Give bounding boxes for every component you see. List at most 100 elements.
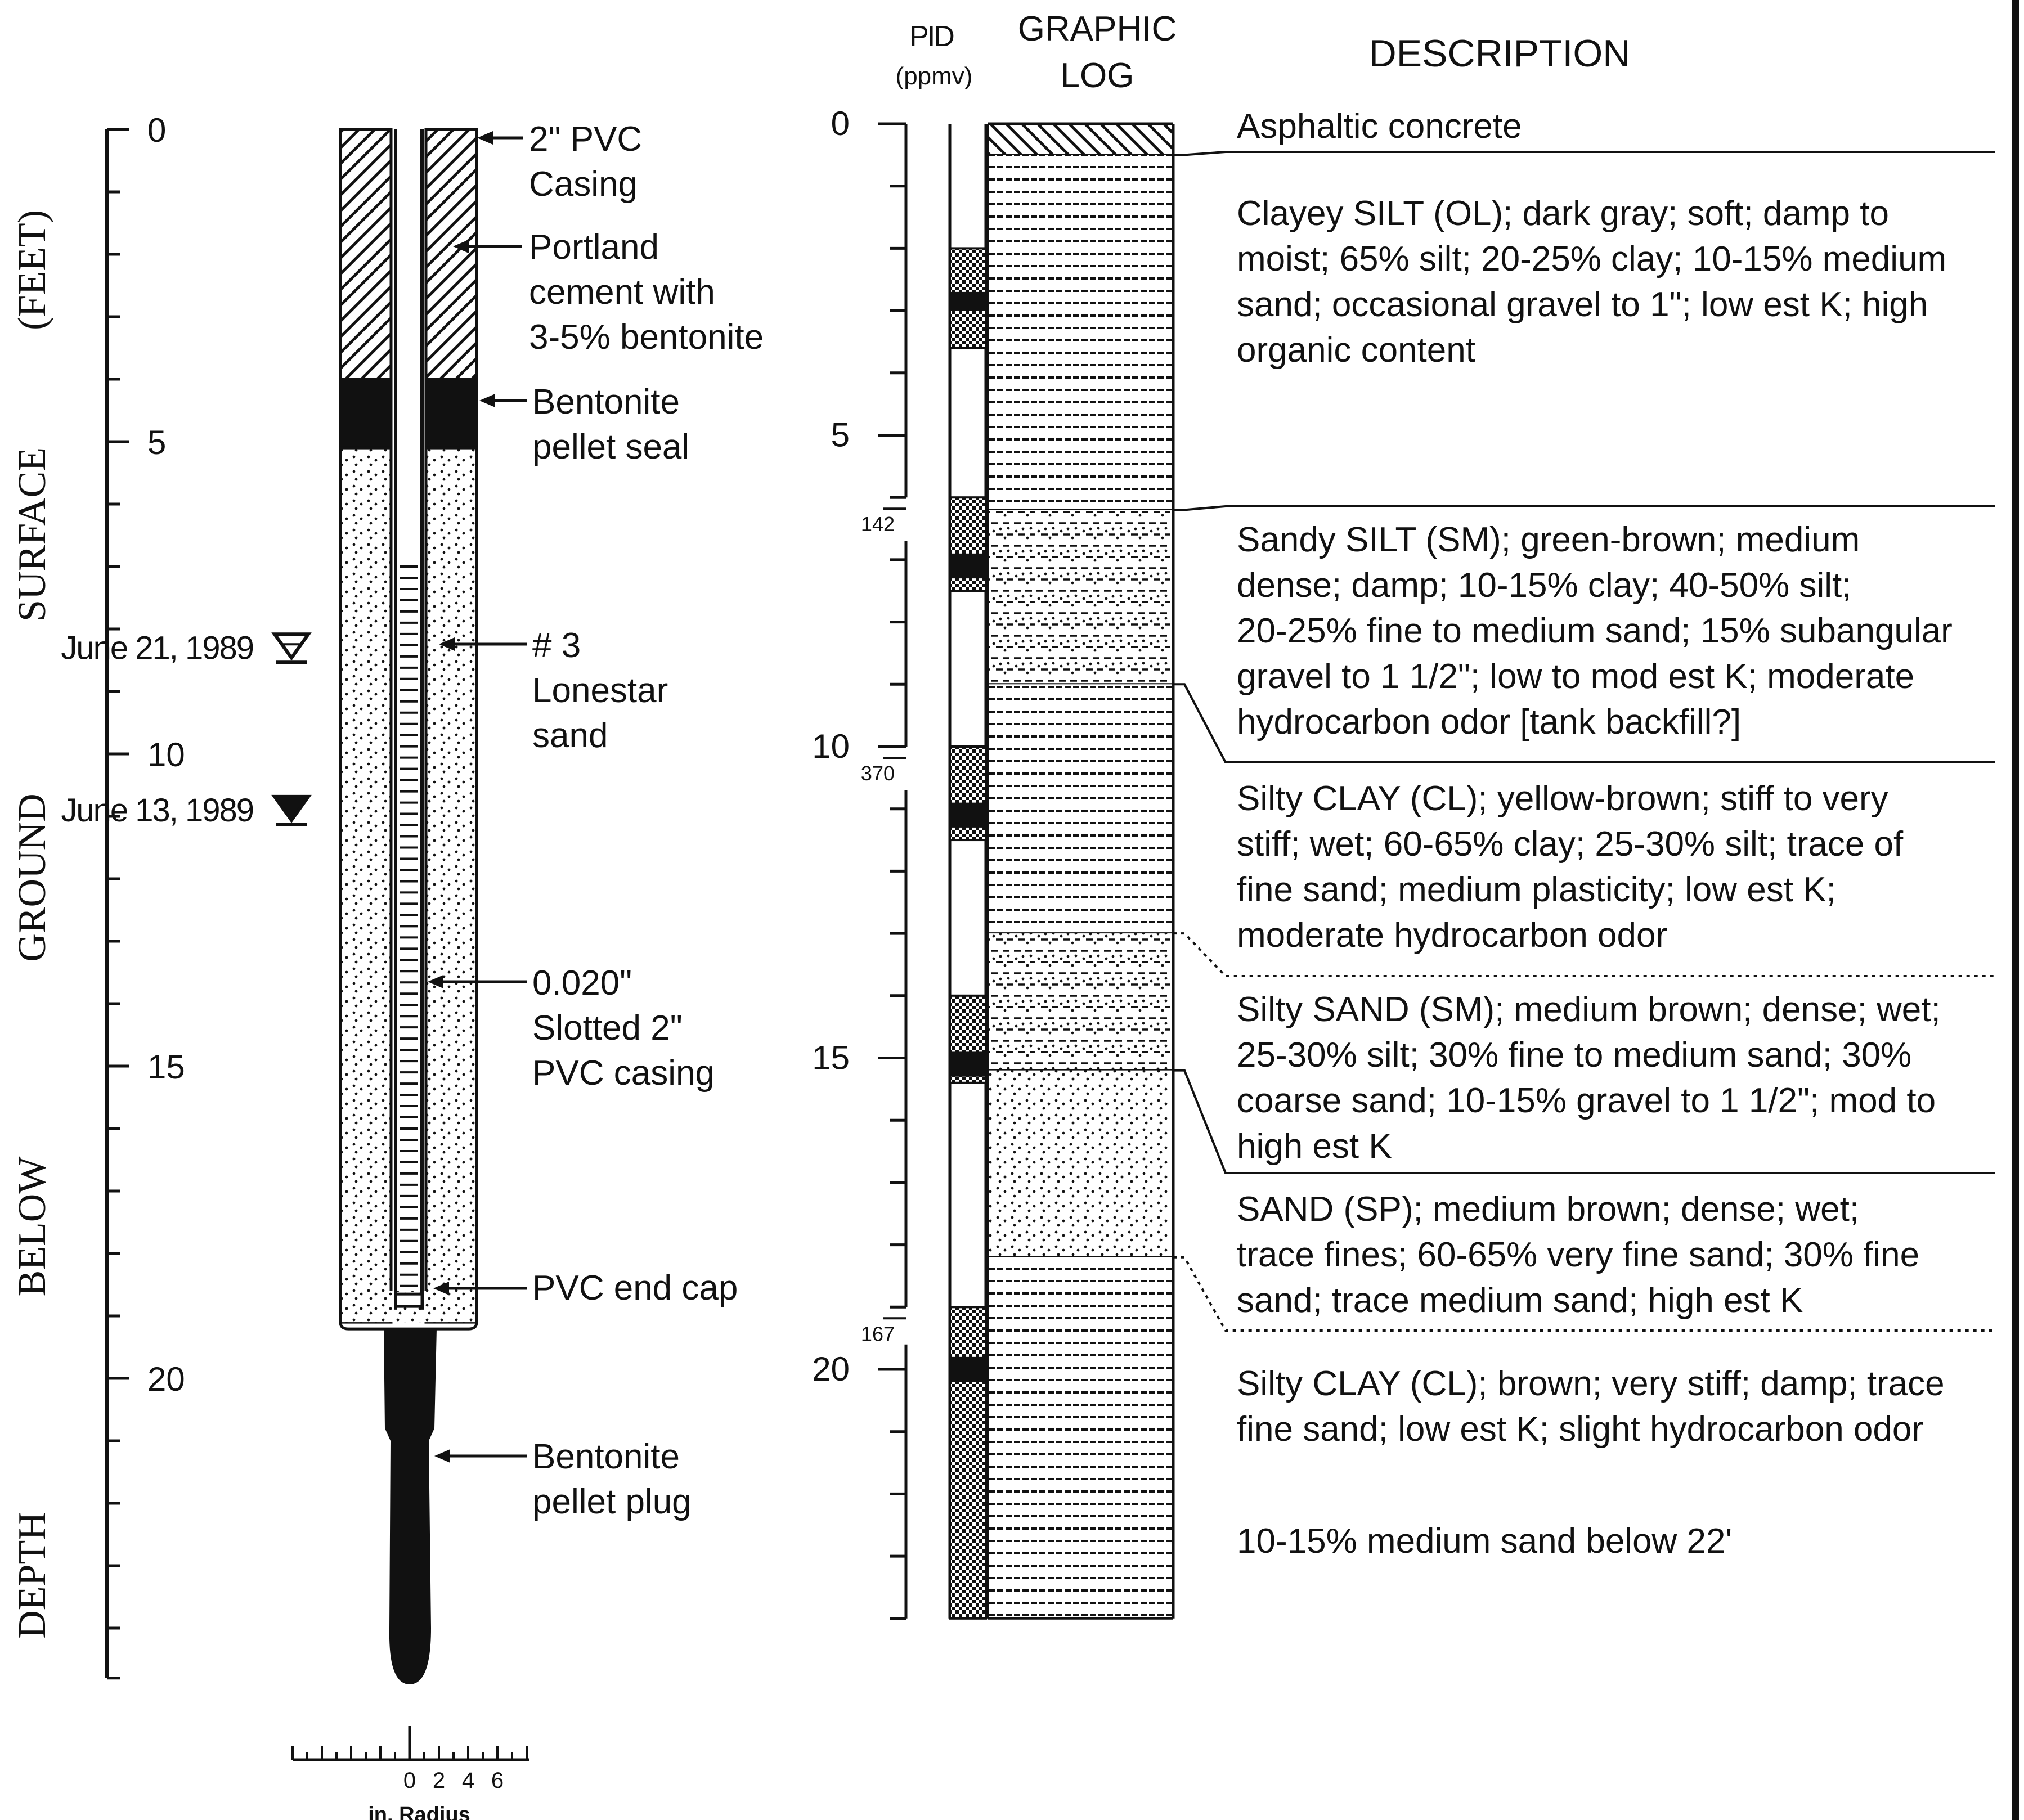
scale-bar-label: in. Radius [368, 1803, 470, 1820]
log-axis-label: 5 [831, 416, 850, 454]
description-line: Sandy SILT (SM); green-brown; medium [1237, 520, 1860, 559]
layer-separator [1173, 683, 1995, 763]
depth-tick-label: 5 [147, 424, 166, 461]
log-axis-label: 20 [812, 1350, 850, 1388]
description-line: 25-30% silt; 30% fine to medium sand; 30… [1237, 1036, 1911, 1075]
axis-title-word: SURFACE [11, 447, 54, 622]
description-line: 10-15% medium sand below 22' [1237, 1522, 1732, 1561]
description-line: stiff; wet; 60-65% clay; 25-30% silt; tr… [1237, 825, 1904, 864]
well-label-line: cement with [529, 273, 715, 312]
log-axis-label: 15 [812, 1039, 850, 1077]
sand-pack-annulus-left [339, 446, 393, 1324]
scale-bar-tick-label: 0 [403, 1768, 416, 1793]
pvc-end-cap [394, 1292, 424, 1308]
well-label-line: PVC end cap [532, 1269, 738, 1307]
description-line: moist; 65% silt; 20-25% clay; 10-15% med… [1237, 240, 1946, 278]
description-column: DESCRIPTION Asphaltic concrete Clayey SILT… [1173, 32, 1995, 1561]
axis-title-word: DEPTH [11, 1512, 54, 1639]
description-line: coarse sand; 10-15% gravel to 1 1/2"; mo… [1237, 1081, 1936, 1120]
open-triangle-icon [271, 632, 312, 661]
log-axis-label: 0 [831, 105, 850, 142]
well-label-line: Slotted 2" [532, 1009, 683, 1048]
log-silty-clay [988, 684, 1173, 934]
description-line: Silty CLAY (CL); brown; very stiff; damp… [1237, 1364, 1945, 1403]
description-line: 20-25% fine to medium sand; 15% subangul… [1237, 612, 1953, 650]
sample-core [950, 291, 986, 311]
description-line: Asphaltic concrete [1237, 107, 1522, 146]
layer-separator [1173, 151, 1995, 156]
axis-title-word: (FEET) [11, 210, 54, 330]
leader-arrow-icon [439, 637, 455, 651]
well-label-line: pellet plug [532, 1482, 692, 1521]
bentonite-seal-annulus-right [424, 378, 478, 450]
log-asphalt [988, 124, 1173, 155]
pid-header: PID [909, 20, 954, 53]
log-sandy-silt [988, 510, 1173, 685]
well-label-line: 0.020" [532, 964, 632, 1003]
graphic-log-header: GRAPHIC [1018, 10, 1177, 48]
graphic-log-header: LOG [1061, 56, 1134, 95]
pid-reading: 370 [861, 762, 895, 785]
scale-bar-tick-label: 6 [491, 1768, 504, 1793]
pid-reading: 167 [861, 1322, 895, 1345]
pid-header-unit: (ppmv) [896, 62, 973, 90]
description-line: fine sand; medium plasticity; low est K; [1237, 870, 1836, 909]
graphic-log-column: GRAPHIC LOG [986, 10, 1177, 1620]
sample-core [950, 1356, 986, 1382]
description-header: DESCRIPTION [1369, 32, 1631, 75]
axis-title-word: GROUND [11, 793, 54, 961]
description-line: high est K [1237, 1127, 1392, 1166]
depth-axis-title: DEPTH BELOW GROUND SURFACE (FEET) [11, 210, 54, 1639]
well-label-line: Bentonite [532, 1437, 680, 1476]
water-level-date: June 13, 1989 [61, 792, 253, 829]
sample-interval [949, 1306, 987, 1620]
axis-title-word: BELOW [11, 1157, 54, 1297]
description-line: dense; damp; 10-15% clay; 40-50% silt; [1237, 566, 1851, 605]
log-silty-sand [988, 933, 1173, 1071]
log-clayey-silt [988, 155, 1173, 510]
well-label-line: Portland [529, 228, 659, 267]
scale-bar-tick-label: 2 [433, 1768, 445, 1793]
description-line: fine sand; low est K; slight hydrocarbon… [1237, 1410, 1923, 1449]
depth-tick-label: 20 [147, 1360, 185, 1398]
log-silty-clay-lower [988, 1257, 1173, 1619]
description-line: moderate hydrocarbon odor [1237, 916, 1667, 955]
depth-tick-label: 0 [147, 111, 166, 149]
leader-arrow-icon [453, 240, 469, 253]
description-line: hydrocarbon odor [tank backfill?] [1237, 703, 1741, 742]
leader-arrow-icon [477, 131, 493, 145]
depth-tick-label: 15 [147, 1048, 185, 1086]
well-label-line: 3-5% bentonite [529, 318, 764, 357]
description-line: trace fines; 60-65% very fine sand; 30% … [1237, 1235, 1919, 1274]
leader-arrow-icon [428, 975, 443, 988]
well-label-line: sand [532, 716, 608, 755]
description-line: sand; trace medium sand; high est K [1237, 1281, 1803, 1320]
filled-triangle-icon [271, 794, 312, 824]
description-line: Silty CLAY (CL); yellow-brown; stiff to … [1237, 779, 1888, 818]
well-label-line: pellet seal [532, 428, 689, 466]
well-label-line: 2" PVC [529, 120, 642, 159]
well-label-line: Casing [529, 165, 638, 204]
description-line: gravel to 1 1/2"; low to mod est K; mode… [1237, 657, 1914, 696]
description-line: SAND (SP); medium brown; dense; wet; [1237, 1190, 1859, 1229]
description-line: Silty SAND (SM); medium brown; dense; we… [1237, 990, 1941, 1029]
sample-core [950, 1051, 986, 1077]
water-level-markers: June 21, 1989 June 13, 1989 [61, 630, 312, 829]
right-border-line [2012, 0, 2019, 1820]
well-label-line: Lonestar [532, 671, 668, 710]
layer-separator [1173, 932, 1995, 977]
portland-cement-annulus-right [424, 128, 478, 381]
leader-arrow-icon [433, 1282, 449, 1295]
water-level-date: June 21, 1989 [61, 630, 253, 666]
log-sand [988, 1070, 1173, 1257]
well-component-labels: 2" PVC Casing Portland cement with 3-5% bent… [428, 120, 764, 1521]
depth-axis: 0 5 10 15 20 [105, 111, 185, 1680]
bentonite-pellet-plug [384, 1328, 437, 1684]
sand-pack-annulus-right [424, 446, 478, 1324]
pid-reading: 142 [861, 513, 895, 536]
portland-cement-annulus-left [339, 128, 393, 381]
layer-separator [1173, 1069, 1995, 1174]
well-label-line: # 3 [532, 626, 581, 665]
radius-scale-bar: 0 2 4 6 in. Radius [291, 1726, 529, 1820]
